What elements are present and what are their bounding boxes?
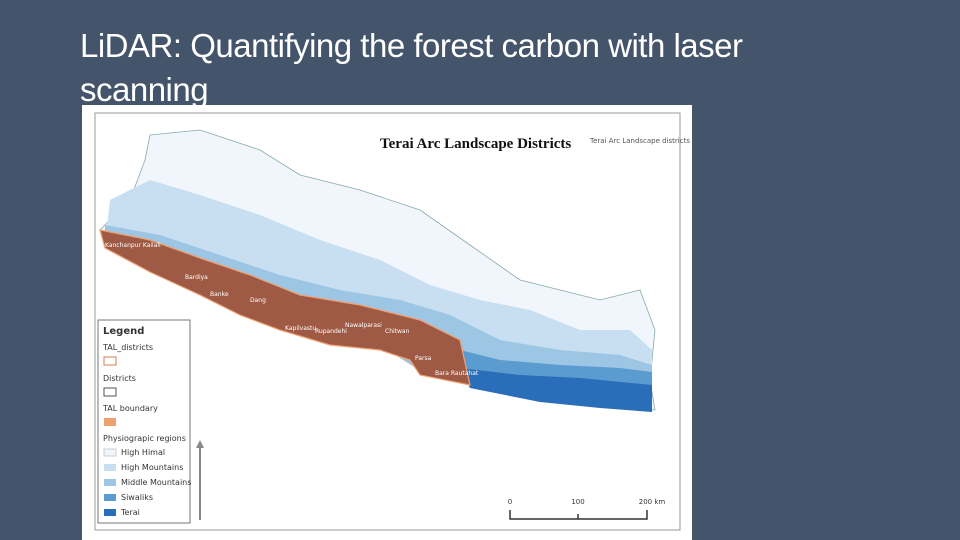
district-label: Parsa: [415, 355, 432, 362]
district-label: Nawalparasi: [345, 322, 382, 329]
legend-swatch: [104, 479, 116, 486]
district-label: Dang: [250, 297, 266, 304]
tal-districts: [99, 229, 471, 386]
legend-swatch: [104, 494, 116, 501]
legend-swatch: [103, 356, 117, 366]
district-label: Kanchanpur Kailali: [105, 242, 161, 249]
legend-swatch: [103, 448, 117, 457]
map-caption: Terai Arc Landscape Districts: [380, 136, 571, 152]
legend-swatch: [104, 509, 116, 516]
legend-item: Terai: [120, 508, 140, 517]
scale-label: 100: [571, 498, 584, 506]
legend-item: Middle Mountains: [121, 478, 191, 487]
legend-swatch: [103, 387, 117, 397]
scale-label: 200 km: [639, 498, 666, 506]
north-arrow-head: [196, 440, 204, 448]
legend-heading: TAL_districts: [102, 343, 153, 352]
legend-swatch: [104, 418, 116, 426]
legend-item: High Mountains: [121, 463, 183, 472]
legend-title: Legend: [103, 326, 144, 337]
slide-title: LiDAR: Quantifying the forest carbon wit…: [80, 27, 743, 108]
district-label: Kapilvastu: [285, 325, 316, 332]
terai: [460, 368, 652, 412]
district-label: Rupandehi: [315, 328, 347, 335]
inset-title: Terai Arc Landscape districts: [589, 137, 690, 145]
scale-bar: [509, 510, 648, 520]
legend-item: Siwaliks: [121, 493, 153, 502]
legend-heading: Physiograpic regions: [103, 434, 186, 443]
legend-heading: TAL boundary: [102, 404, 158, 413]
district-label: Banke: [210, 291, 229, 298]
legend-item: High Himal: [121, 448, 165, 457]
scale-label: 0: [508, 498, 512, 506]
district-label: Bara Rautahat: [435, 370, 479, 377]
legend-heading: Districts: [103, 374, 136, 383]
district-label: Bardiya: [185, 274, 208, 281]
district-label: Chitwan: [385, 328, 410, 335]
legend-swatch: [104, 464, 116, 471]
